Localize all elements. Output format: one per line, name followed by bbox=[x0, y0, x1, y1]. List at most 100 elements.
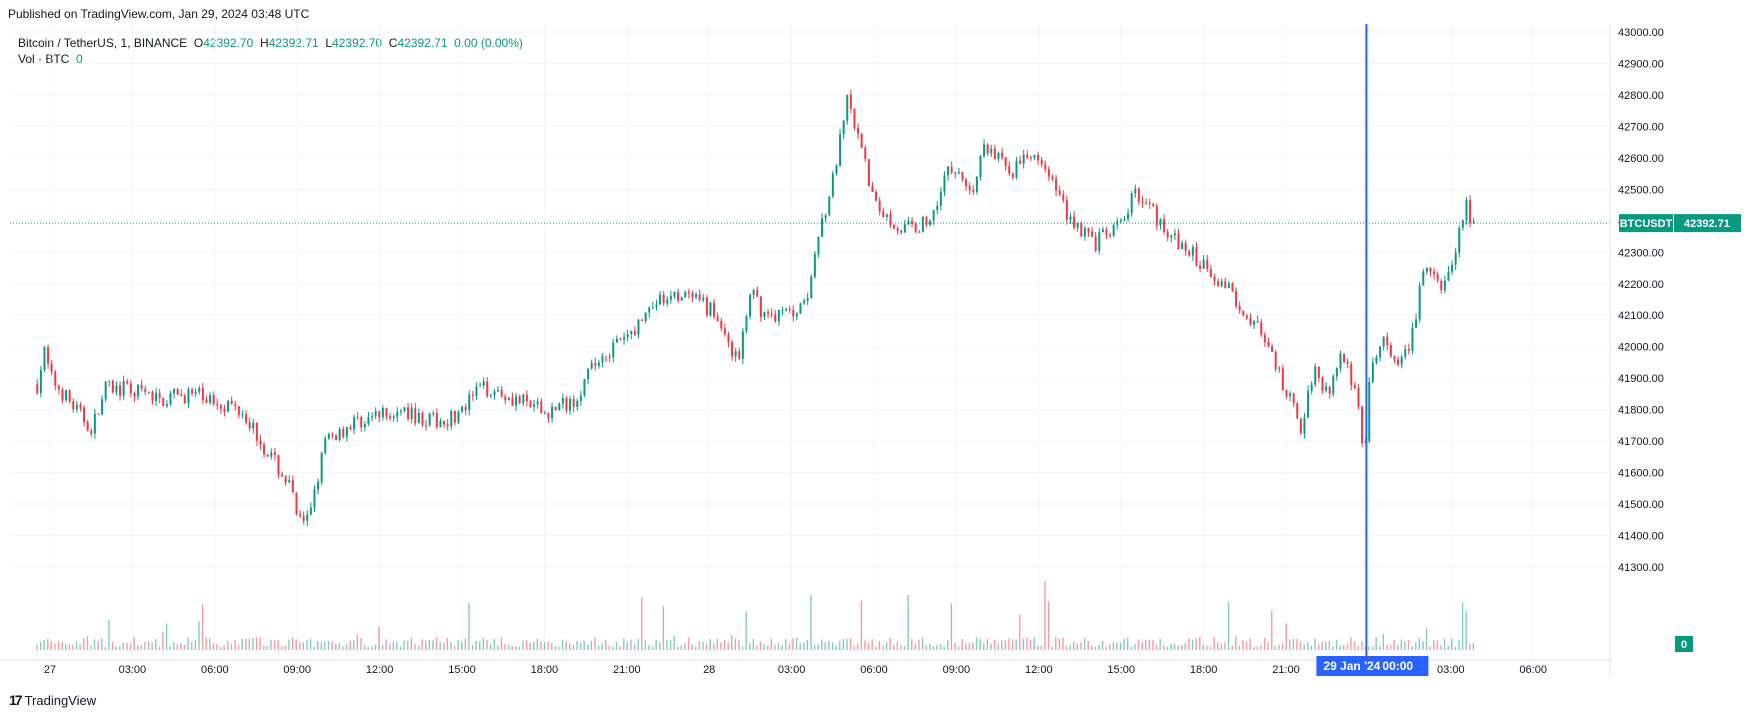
symbol-label[interactable]: Bitcoin / TetherUS, 1, BINANCE bbox=[18, 36, 188, 50]
volume-bar bbox=[648, 645, 650, 650]
volume-bar bbox=[165, 623, 168, 650]
candle bbox=[1303, 412, 1306, 439]
candle bbox=[1188, 249, 1191, 258]
candle bbox=[1105, 226, 1108, 240]
candle bbox=[1051, 174, 1054, 182]
volume-bar bbox=[1094, 646, 1097, 650]
candle bbox=[1350, 361, 1353, 391]
volume-bar bbox=[173, 641, 175, 650]
volume-bar bbox=[842, 639, 845, 650]
volume-bar bbox=[1407, 640, 1410, 650]
price-axis[interactable]: 43000.00 42900.00 42800.00 42700.00 42600.00… bbox=[1609, 24, 1664, 676]
volume-bar bbox=[1400, 639, 1403, 650]
candle bbox=[939, 186, 942, 211]
volume-bar bbox=[900, 644, 902, 650]
candle bbox=[504, 394, 507, 405]
volume-bar bbox=[356, 634, 359, 650]
volume-bar bbox=[983, 643, 985, 650]
candle bbox=[1004, 156, 1007, 171]
tradingview-logo[interactable]: 17 TradingView bbox=[9, 692, 96, 708]
candle bbox=[893, 223, 896, 230]
candle bbox=[623, 332, 626, 345]
price-tick-label: 41300.00 bbox=[1618, 562, 1664, 574]
candle bbox=[943, 171, 946, 197]
candle bbox=[572, 395, 575, 413]
candle bbox=[583, 378, 586, 398]
candle bbox=[367, 411, 370, 426]
candle bbox=[86, 419, 89, 432]
candle bbox=[655, 299, 658, 311]
volume-bar bbox=[464, 638, 467, 650]
volume-bar bbox=[767, 645, 769, 650]
candle bbox=[1256, 315, 1259, 323]
candle bbox=[119, 381, 122, 401]
candle bbox=[284, 475, 287, 487]
candle bbox=[111, 379, 114, 394]
candle bbox=[338, 426, 341, 442]
volume-bar bbox=[1451, 638, 1453, 650]
candle bbox=[1177, 228, 1180, 250]
candle bbox=[1314, 363, 1317, 388]
candle bbox=[144, 385, 147, 396]
candle bbox=[954, 171, 957, 179]
candle bbox=[65, 389, 68, 403]
volume-label[interactable]: Vol · BTC bbox=[18, 52, 70, 66]
volume-bar bbox=[1220, 644, 1223, 650]
candle bbox=[875, 189, 878, 202]
volume-bar bbox=[1047, 601, 1050, 650]
candle bbox=[266, 453, 269, 457]
volume-bar bbox=[320, 642, 323, 650]
volume-bar bbox=[1105, 646, 1107, 650]
volume-bar bbox=[75, 641, 78, 650]
candle bbox=[590, 359, 593, 370]
candle bbox=[1418, 281, 1421, 324]
volume-bar bbox=[781, 645, 783, 650]
crosshair-time: 00:00 bbox=[1382, 659, 1413, 673]
candle bbox=[443, 420, 446, 428]
volume-bar bbox=[684, 643, 686, 650]
candle bbox=[626, 329, 629, 342]
volume-bar bbox=[597, 645, 600, 650]
volume-bar bbox=[698, 641, 701, 650]
volume-bar bbox=[727, 642, 729, 650]
volume-bar bbox=[669, 639, 672, 650]
price-tick-label: 41600.00 bbox=[1618, 468, 1664, 480]
time-tick-label: 12:00 bbox=[366, 664, 394, 676]
volume-bar bbox=[878, 640, 881, 650]
candle bbox=[569, 396, 572, 415]
candlestick-series bbox=[36, 89, 1475, 527]
volume-bar bbox=[605, 639, 607, 650]
volume-bar bbox=[1335, 639, 1338, 650]
candle bbox=[97, 413, 100, 415]
candle bbox=[57, 384, 60, 395]
volume-bar bbox=[979, 638, 981, 650]
volume-bar bbox=[911, 638, 913, 650]
volume-bar bbox=[79, 644, 81, 650]
candle bbox=[104, 380, 107, 403]
volume-bar bbox=[918, 639, 920, 650]
volume-bar bbox=[302, 642, 305, 650]
candle bbox=[342, 426, 345, 439]
candle bbox=[788, 305, 791, 314]
candle bbox=[245, 410, 248, 425]
volume-bar bbox=[763, 644, 765, 650]
candle bbox=[371, 412, 374, 422]
candle bbox=[1001, 147, 1004, 161]
volume-bar bbox=[1353, 641, 1356, 650]
volume-bars bbox=[36, 581, 1475, 650]
candle bbox=[709, 301, 712, 317]
candle bbox=[317, 478, 320, 495]
volume-bar bbox=[1314, 638, 1316, 650]
candle bbox=[309, 502, 312, 516]
candle bbox=[907, 216, 910, 226]
candle bbox=[500, 386, 503, 398]
candle bbox=[356, 412, 359, 421]
volume-bar bbox=[1368, 646, 1370, 650]
published-info: Published on TradingView.com, Jan 29, 20… bbox=[8, 7, 310, 21]
volume-bar bbox=[115, 646, 117, 650]
candle bbox=[691, 290, 694, 303]
volume-bar bbox=[1073, 641, 1075, 650]
volume-bar bbox=[443, 642, 445, 650]
volume-bar bbox=[533, 641, 535, 650]
